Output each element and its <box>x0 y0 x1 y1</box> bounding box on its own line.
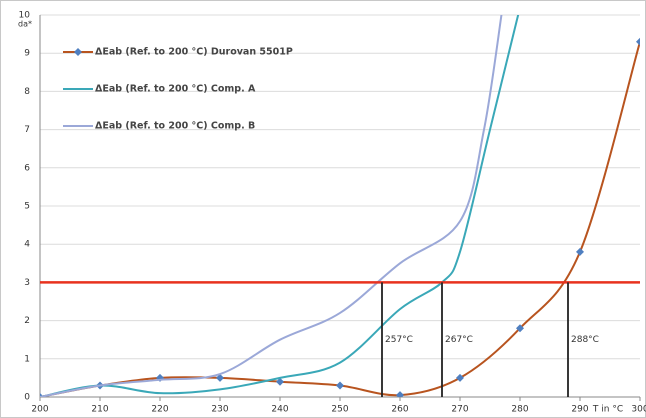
marker <box>636 37 640 46</box>
marker <box>276 377 284 386</box>
y-tick-label: 1 <box>24 354 30 364</box>
x-tick-label: 260 <box>391 405 408 415</box>
x-tick-label: 220 <box>151 405 168 415</box>
annotation-label: 267°C <box>445 335 473 345</box>
marker <box>216 373 224 382</box>
y-tick-label: 4 <box>24 240 30 250</box>
y-tick-label: 0 <box>24 393 30 403</box>
y-tick-label: 9 <box>24 49 30 59</box>
y-tick-label: 2 <box>24 316 30 326</box>
legend-label: ΔEab (Ref. to 200 °C) Comp. B <box>95 121 255 132</box>
y-axis-label: da* <box>18 20 32 29</box>
plot-area <box>40 15 640 397</box>
x-tick-label: 200 <box>31 405 48 415</box>
x-tick-label: 290 <box>571 405 588 415</box>
legend-label: ΔEab (Ref. to 200 °C) Comp. A <box>95 84 256 95</box>
x-tick-label: 210 <box>91 405 108 415</box>
marker <box>336 381 344 390</box>
series-line <box>40 15 520 397</box>
legend-marker <box>74 48 82 56</box>
marker <box>456 373 464 382</box>
marker <box>576 247 584 256</box>
annotation-label: 257°C <box>385 335 413 345</box>
annotation-label: 288°C <box>571 335 599 345</box>
y-tick-label: 3 <box>24 278 30 288</box>
x-tick-label: 240 <box>271 405 288 415</box>
x-axis-label: T in °C <box>592 405 623 415</box>
x-tick-label: 280 <box>511 405 528 415</box>
legend-label: ΔEab (Ref. to 200 °C) Durovan 5501P <box>95 47 293 58</box>
x-tick-label: 300 <box>631 405 646 415</box>
x-tick-label: 270 <box>451 405 468 415</box>
x-tick-label: 250 <box>331 405 348 415</box>
y-tick-label: 8 <box>24 87 30 97</box>
series-line <box>40 41 640 397</box>
marker <box>516 324 524 333</box>
y-tick-label: 6 <box>24 163 30 173</box>
y-tick-label: 10 <box>19 11 31 21</box>
series-line <box>40 15 503 397</box>
x-tick-label: 230 <box>211 405 228 415</box>
marker <box>396 391 404 397</box>
y-tick-label: 7 <box>24 125 30 135</box>
y-tick-label: 5 <box>24 202 30 212</box>
